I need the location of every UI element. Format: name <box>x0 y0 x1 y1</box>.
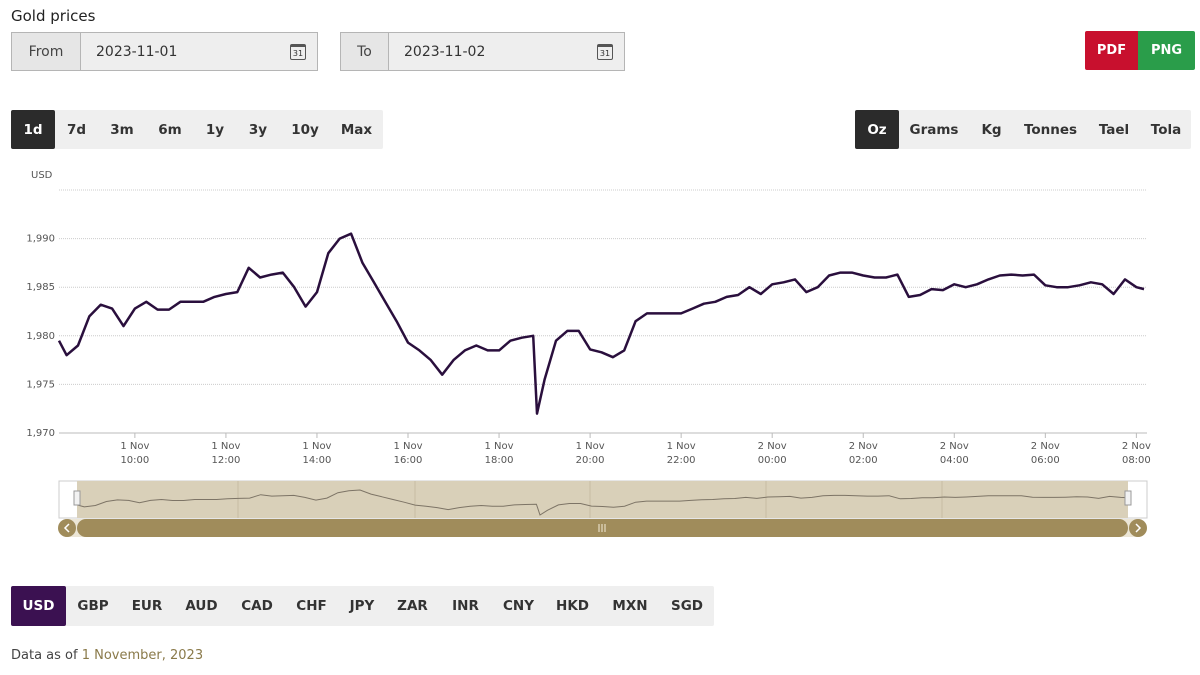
currencie-option[interactable]: AUD <box>185 598 218 614</box>
period-option[interactable]: 1y <box>205 121 225 138</box>
unit-option[interactable]: Grams <box>909 121 959 138</box>
y-tick-label: 1,985 <box>26 282 55 293</box>
x-tick-label: 2 Nov 08:00 <box>1121 441 1151 466</box>
from-value: 2023-11-01 <box>96 43 178 60</box>
y-tick-label: 1,975 <box>26 379 55 390</box>
currencie-option[interactable]: GBP <box>77 598 109 614</box>
scrollbar-grip <box>598 524 606 532</box>
x-tick-label: 1 Nov 12:00 <box>211 441 241 466</box>
png-button[interactable]: PNG <box>1138 31 1195 70</box>
x-tick-label: 1 Nov 10:00 <box>120 441 150 466</box>
data-date: Data as of 1 November, 2023 <box>11 648 203 663</box>
x-tick-label: 1 Nov 20:00 <box>575 441 605 466</box>
unit-option[interactable]: Kg <box>981 121 1002 138</box>
from-label: From <box>12 33 81 70</box>
arrow-glyph <box>1135 523 1142 533</box>
navigator-handle[interactable] <box>1124 490 1132 506</box>
unit-option[interactable]: Tola <box>1150 121 1182 138</box>
currencie-option[interactable]: SGD <box>670 598 703 614</box>
navigator-handle[interactable] <box>73 490 81 506</box>
period-option[interactable]: 1d <box>11 110 55 149</box>
x-tick-label: 2 Nov 02:00 <box>848 441 878 466</box>
price-line <box>57 232 1145 415</box>
page-title: Gold prices <box>11 7 96 25</box>
x-tick-label: 1 Nov 22:00 <box>666 441 696 466</box>
x-tick-label: 2 Nov 06:00 <box>1030 441 1060 466</box>
x-tick-label: 1 Nov 14:00 <box>302 441 332 466</box>
period-selector: 1d 7d 3m 6m 1y 3y 10y Max <box>11 110 383 149</box>
calendar-icon[interactable]: 31 <box>290 43 306 60</box>
data-date-prefix: Data as of <box>11 648 78 663</box>
arrow-glyph <box>63 523 70 533</box>
currencie-option[interactable]: EUR <box>131 598 163 614</box>
pdf-button[interactable]: PDF <box>1085 31 1138 70</box>
unit-option[interactable]: Tael <box>1098 121 1130 138</box>
scrollbar-arrow[interactable] <box>58 519 76 537</box>
currencie-option[interactable]: MXN <box>612 598 648 614</box>
to-value: 2023-11-02 <box>404 43 486 60</box>
x-tick-label: 1 Nov 18:00 <box>484 441 514 466</box>
currencie-option[interactable]: ZAR <box>397 598 428 614</box>
currency-selector: USD GBP EUR AUD CAD CHF JPY ZAR INR CNY HKD MXN SGD <box>11 586 714 626</box>
y-tick-label: 1,970 <box>26 428 55 439</box>
period-option[interactable]: 7d <box>66 121 87 138</box>
x-tick-label: 2 Nov 04:00 <box>939 441 969 466</box>
period-option[interactable]: 3y <box>248 121 268 138</box>
data-date-value: 1 November, 2023 <box>81 648 204 663</box>
period-option[interactable]: 10y <box>291 121 319 138</box>
x-tick-label: 1 Nov 16:00 <box>393 441 423 466</box>
calendar-icon[interactable]: 31 <box>597 43 613 60</box>
navigator-window <box>77 481 1128 518</box>
navigator-line <box>76 489 1129 516</box>
x-tick-label: 2 Nov 00:00 <box>757 441 787 466</box>
currencie-option[interactable]: CAD <box>241 598 273 614</box>
to-date[interactable]: To 2023-11-02 31 <box>340 32 625 71</box>
chart: USD 1,970 1,975 1,980 1,985 1,990 <box>26 170 1148 537</box>
unit-option[interactable]: Tonnes <box>1023 121 1078 138</box>
period-option[interactable]: 6m <box>158 121 182 138</box>
y-axis-label: USD <box>31 170 53 181</box>
scrollbar-arrow[interactable] <box>1129 519 1147 537</box>
y-tick-label: 1,980 <box>26 331 55 342</box>
currencie-option[interactable]: HKD <box>556 598 589 614</box>
currencie-option[interactable]: CNY <box>503 598 534 614</box>
from-date[interactable]: From 2023-11-01 31 <box>11 32 318 71</box>
unit-selector: Oz Grams Kg Tonnes Tael Tola <box>855 110 1191 149</box>
currencie-option[interactable]: USD <box>11 586 66 626</box>
period-option[interactable]: Max <box>340 121 373 138</box>
y-tick-label: 1,990 <box>26 234 55 245</box>
currencie-option[interactable]: INR <box>452 598 479 614</box>
to-label: To <box>341 33 389 70</box>
unit-option[interactable]: Oz <box>855 110 899 149</box>
currencie-option[interactable]: JPY <box>349 598 375 614</box>
period-option[interactable]: 3m <box>110 121 134 138</box>
currencie-option[interactable]: CHF <box>296 598 327 614</box>
